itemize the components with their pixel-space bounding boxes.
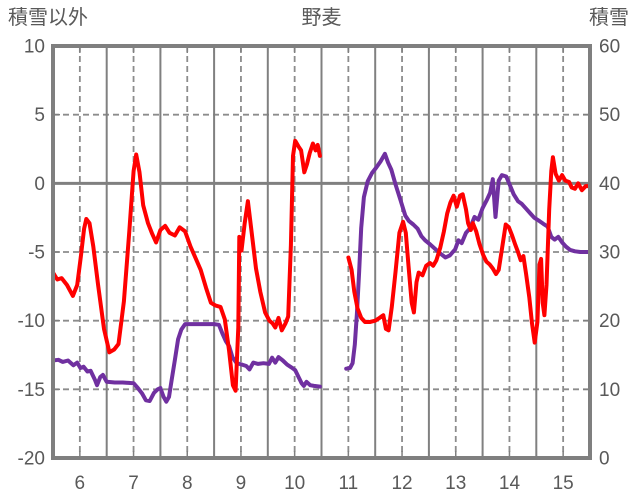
- y-left-tick-label: 10: [24, 37, 45, 58]
- x-tick-label: 6: [75, 473, 86, 494]
- x-tick-label: 7: [128, 473, 139, 494]
- y-left-tick-label: -10: [18, 311, 45, 332]
- y-right-tick-label: 10: [599, 380, 620, 401]
- y-left-tick-label: 5: [34, 105, 45, 126]
- left-axis-title: 積雪以外: [8, 7, 88, 29]
- series-temperature-line: [51, 138, 322, 393]
- x-tick-label: 8: [182, 473, 193, 494]
- y-right-tick-label: 0: [599, 449, 610, 470]
- series-snow-line: [51, 322, 322, 404]
- y-left-tick-label: 0: [34, 174, 45, 195]
- chart-title: 野麦: [301, 7, 342, 29]
- y-left-tick-label: -15: [18, 380, 45, 401]
- y-right-tick-label: 20: [599, 311, 620, 332]
- x-tick-label: 10: [284, 473, 305, 494]
- plot-border: [51, 44, 592, 460]
- series-snow-line: [344, 151, 592, 371]
- y-right-tick-label: 40: [599, 174, 620, 195]
- x-tick-label: 12: [391, 473, 412, 494]
- right-axis-title: 積雪: [589, 7, 629, 29]
- x-tick-label: 11: [338, 473, 358, 494]
- y-left-tick-label: -5: [28, 243, 45, 264]
- y-right-tick-label: 50: [599, 105, 620, 126]
- x-tick-label: 9: [236, 473, 247, 494]
- y-right-tick-label: 30: [599, 243, 620, 264]
- series-temperature-line: [346, 155, 592, 345]
- y-right-tick-label: 60: [599, 37, 620, 58]
- x-tick-label: 14: [499, 473, 521, 494]
- y-left-tick-label: -20: [18, 449, 45, 470]
- x-tick-label: 13: [445, 473, 466, 494]
- x-tick-label: 15: [553, 473, 574, 494]
